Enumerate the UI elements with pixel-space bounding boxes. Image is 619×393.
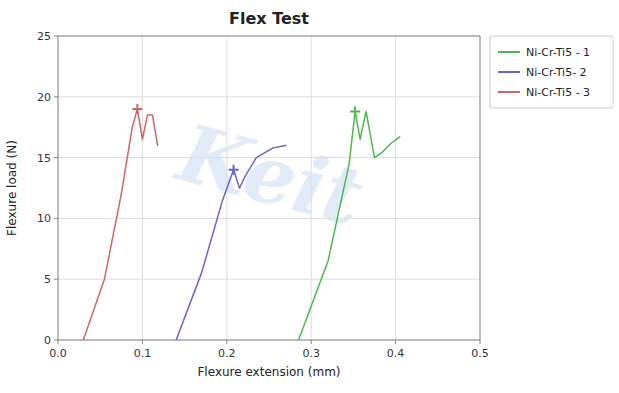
y-tick-label: 10 xyxy=(37,212,51,225)
y-tick-label: 0 xyxy=(44,334,51,347)
legend-entry: Ni-Cr-Ti5 - 1 xyxy=(526,46,590,59)
x-tick-label: 0.4 xyxy=(387,347,405,360)
y-tick xyxy=(54,340,58,341)
legend: Ni-Cr-Ti5 - 1 Ni-Cr-Ti5- 2 Ni-Cr-Ti5 - 3 xyxy=(490,36,613,108)
x-tick-label: 0.2 xyxy=(218,347,236,360)
y-grid-line xyxy=(58,218,480,219)
background xyxy=(0,0,619,393)
y-tick-label: 5 xyxy=(44,273,51,286)
legend-box xyxy=(490,36,613,108)
x-tick-label: 0.0 xyxy=(49,347,67,360)
x-tick xyxy=(395,340,396,344)
x-grid-line xyxy=(142,36,143,340)
x-tick-label: 0.1 xyxy=(134,347,152,360)
grid xyxy=(58,36,480,340)
x-tick xyxy=(142,340,143,344)
peak-marker xyxy=(132,104,142,114)
chart: Keit 0.0 0.1 0.2 0.3 0.4 0.5 0 5 10 15 20 25 Flex Tes… xyxy=(0,0,619,393)
watermark: Keit xyxy=(167,105,373,244)
series-line xyxy=(176,145,286,340)
y-grid-line xyxy=(58,279,480,280)
x-tick xyxy=(480,340,481,344)
legend-entry: Ni-Cr-Ti5- 2 xyxy=(526,66,587,79)
y-tick xyxy=(54,96,58,97)
y-tick-label: 25 xyxy=(37,30,51,43)
x-tick-label: 0.3 xyxy=(302,347,320,360)
y-tick xyxy=(54,157,58,158)
plot-area xyxy=(83,104,400,340)
y-axis-label: Flexure load (N) xyxy=(5,140,19,236)
series-line xyxy=(299,111,400,340)
title: Flex Test xyxy=(229,9,309,28)
peak-marker xyxy=(229,165,239,175)
y-grid-line xyxy=(58,96,480,97)
legend-swatch xyxy=(498,91,520,93)
y-grid-line xyxy=(58,157,480,158)
y-tick xyxy=(54,279,58,280)
y-tick xyxy=(54,36,58,37)
y-tick xyxy=(54,218,58,219)
peak-marker xyxy=(350,106,360,116)
x-grid-line xyxy=(395,36,396,340)
y-tick-label: 15 xyxy=(37,152,51,165)
x-axis-label: Flexure extension (mm) xyxy=(197,365,340,379)
x-tick xyxy=(226,340,227,344)
series-line xyxy=(83,109,157,340)
legend-swatch xyxy=(498,71,520,73)
x-tick-label: 0.5 xyxy=(471,347,489,360)
x-grid-line xyxy=(311,36,312,340)
legend-entry: Ni-Cr-Ti5 - 3 xyxy=(526,86,590,99)
x-tick xyxy=(58,340,59,344)
x-tick xyxy=(311,340,312,344)
y-tick-label: 20 xyxy=(37,91,51,104)
plot-frame xyxy=(58,36,480,340)
legend-swatch xyxy=(498,51,520,53)
